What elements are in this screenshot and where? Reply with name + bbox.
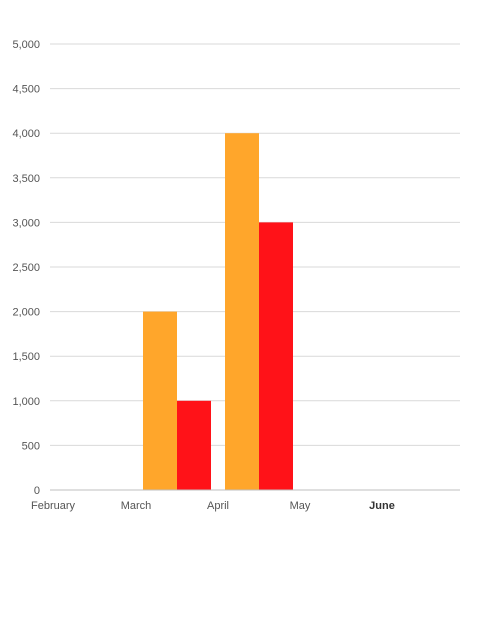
x-tick-label: June — [369, 500, 395, 512]
y-tick-label: 1,500 — [12, 351, 40, 363]
bar — [225, 133, 259, 490]
y-tick-label: 0 — [34, 485, 40, 497]
y-tick-label: 3,500 — [12, 173, 40, 185]
y-axis-tick-labels: 0 500 1,000 1,500 2,000 2,500 3,000 3,500 4,000 4… — [12, 39, 40, 497]
y-tick-label: 4,000 — [12, 128, 40, 140]
y-tick-label: 3,000 — [12, 217, 40, 229]
y-tick-label: 2,000 — [12, 307, 40, 319]
x-tick-label: May — [290, 500, 311, 512]
y-tick-label: 5,000 — [12, 39, 40, 51]
y-tick-label: 500 — [22, 440, 40, 452]
y-tick-label: 2,500 — [12, 262, 40, 274]
x-tick-label: April — [207, 500, 229, 512]
bar — [177, 400, 211, 490]
x-tick-label: February — [31, 500, 76, 512]
x-tick-label: March — [121, 500, 152, 512]
bar — [143, 311, 177, 490]
bars — [143, 133, 293, 490]
y-tick-label: 4,500 — [12, 84, 40, 96]
y-tick-label: 1,000 — [12, 396, 40, 408]
x-axis-tick-labels: February March April May June — [31, 500, 395, 512]
bar — [259, 222, 293, 490]
